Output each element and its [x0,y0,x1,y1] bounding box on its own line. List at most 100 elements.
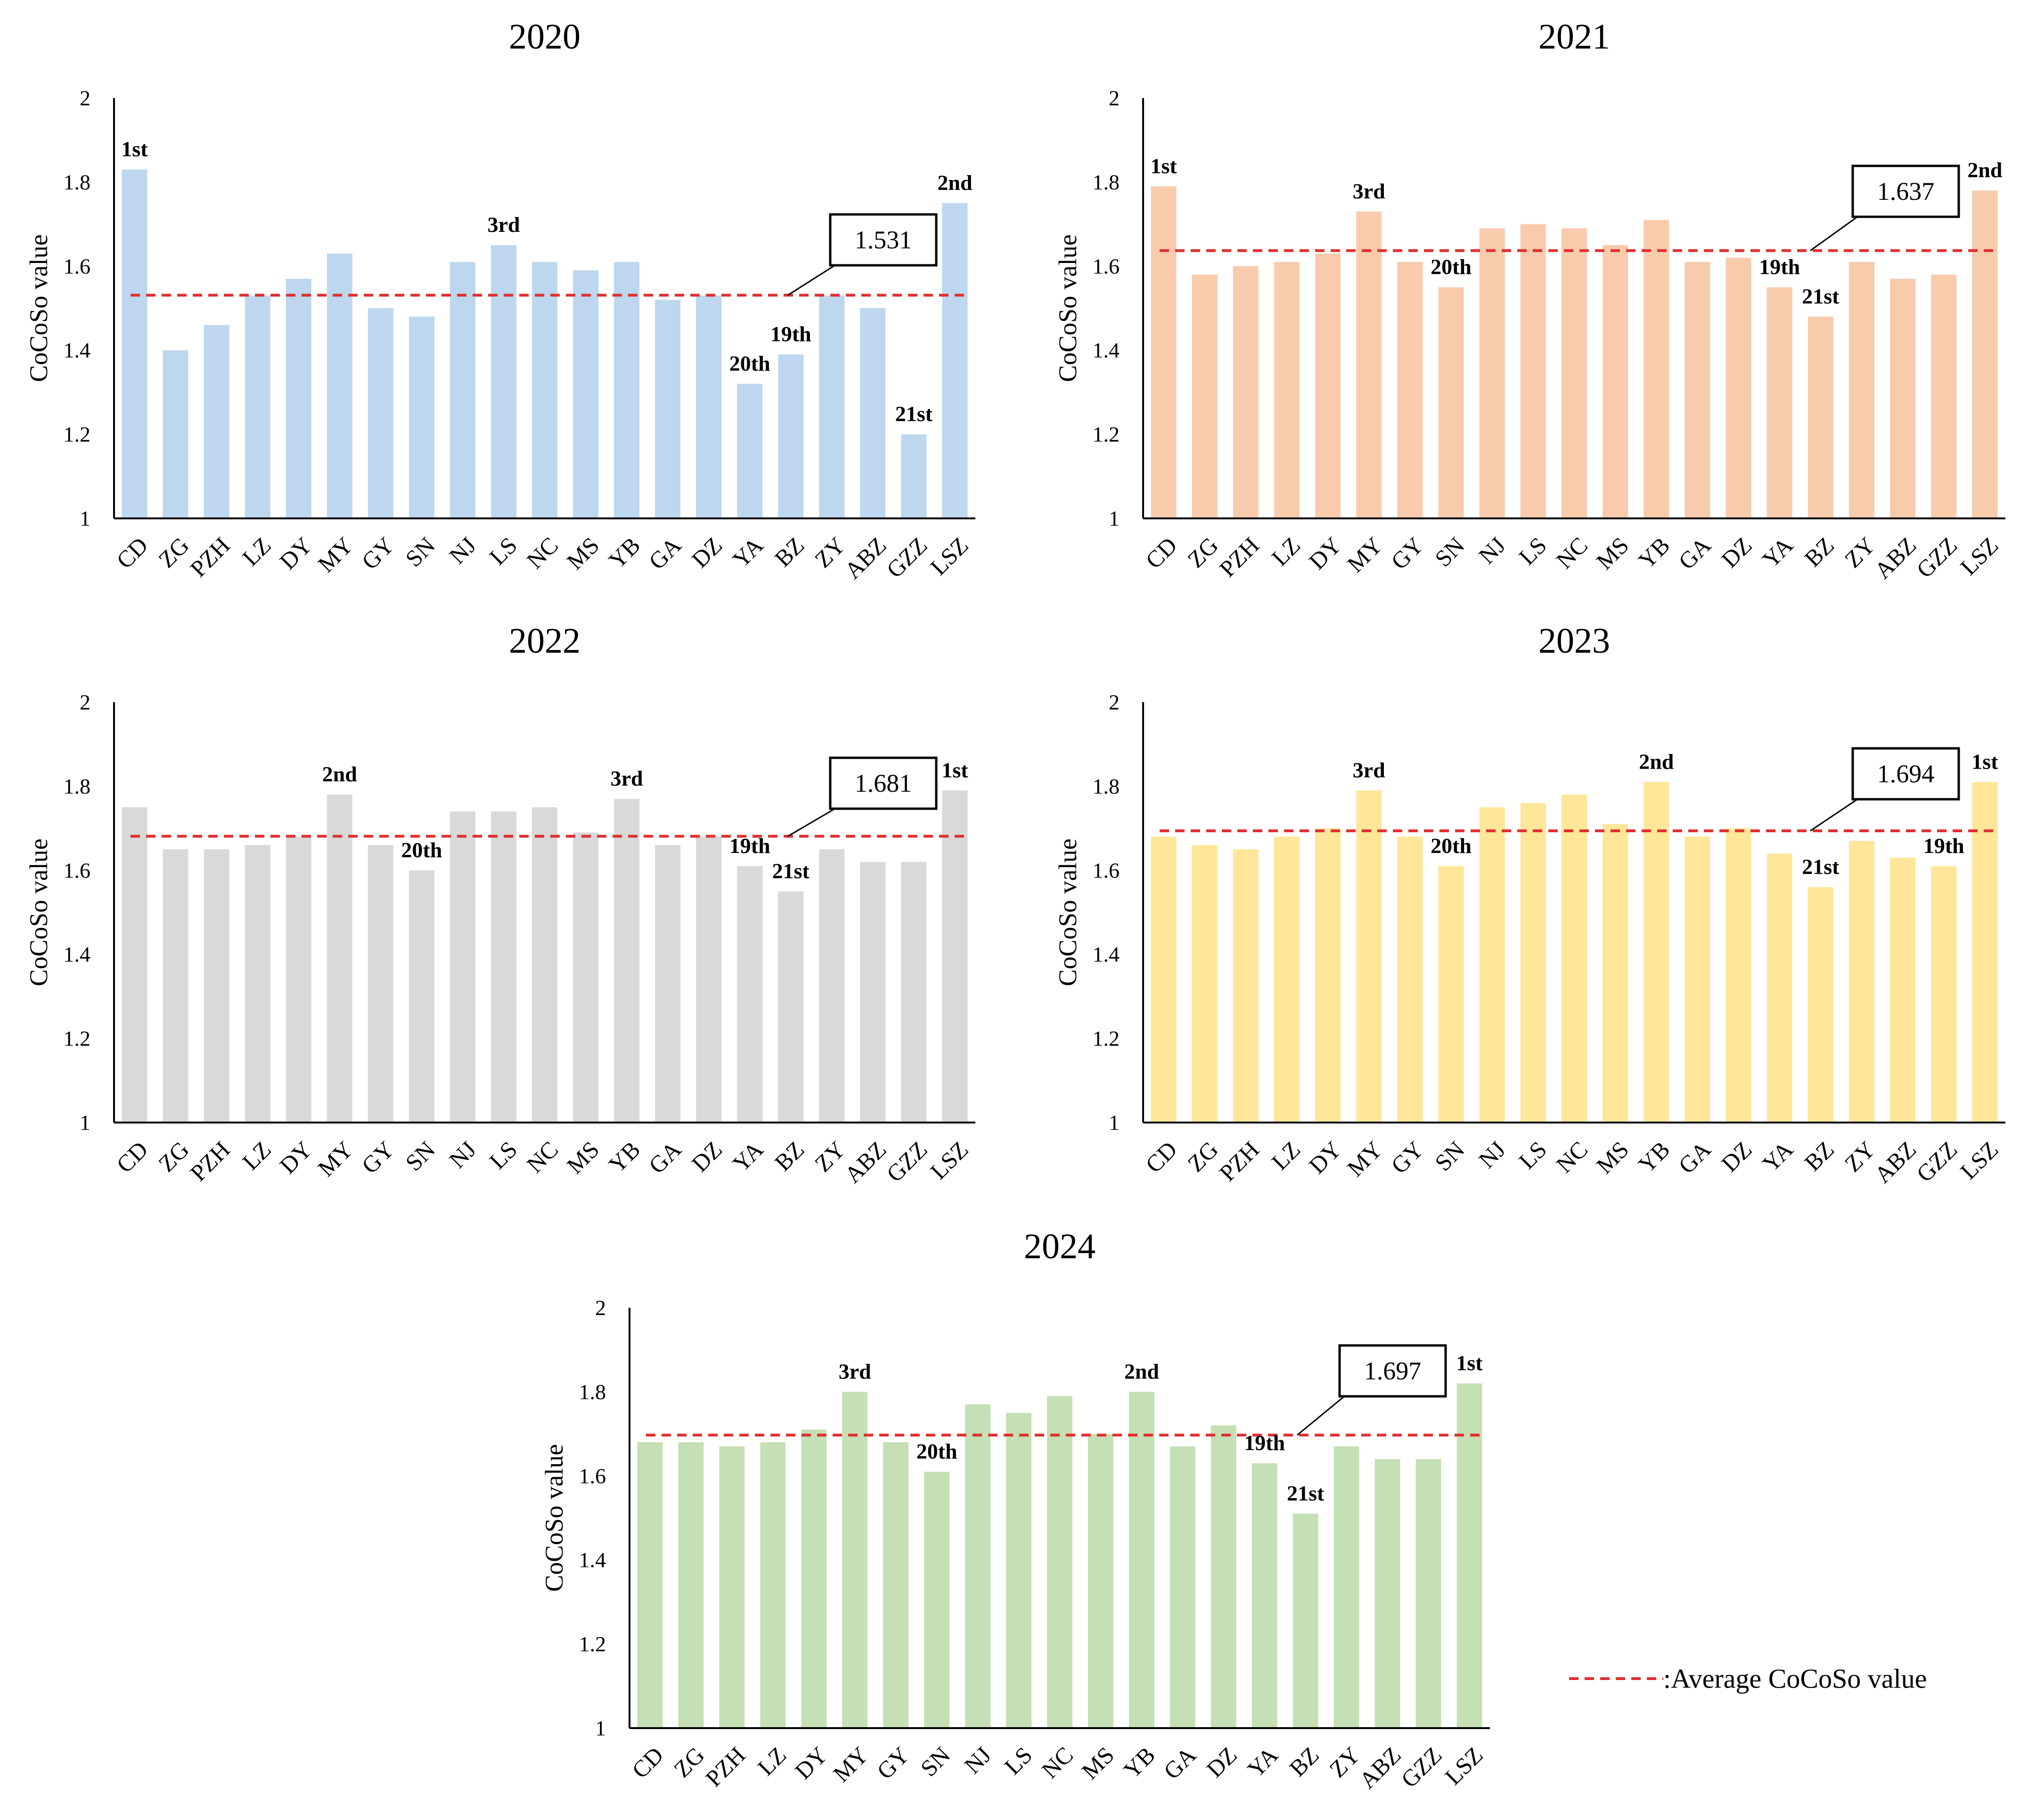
bar-ZG [1192,845,1218,1123]
bar-PZH [1233,849,1259,1123]
bar-ZY [819,849,845,1123]
y-tick-label: 1.8 [1093,170,1120,194]
rank-label-2nd: 2nd [322,762,358,786]
bar-CD [1151,186,1177,518]
bar-ABZ [1890,279,1916,518]
x-tick-label: NC [1551,1136,1593,1178]
bar-NJ [1479,807,1505,1123]
x-tick-label: NC [1551,532,1593,574]
bar-ZG [678,1442,704,1728]
bar-SN [409,316,434,518]
rank-label-2nd: 2nd [1639,749,1674,773]
bar-NC [1047,1396,1072,1728]
x-tick-label: MS [1591,532,1634,575]
x-tick-label: LSZ [1439,1742,1488,1790]
bar-ABZ [860,861,886,1123]
bar-YA [1766,853,1792,1123]
x-tick-label: YB [1633,532,1675,574]
average-callout-pointer [787,264,835,296]
x-tick-label: NC [522,1136,564,1178]
x-tick-label: YA [728,1136,769,1177]
x-tick-label: GY [872,1742,915,1785]
rank-label-19th: 19th [770,322,811,346]
bar-LZ [245,295,270,518]
bar-LSZ [942,790,968,1123]
bar-MS [1603,824,1628,1123]
bar-YA [737,866,763,1123]
x-tick-label: SN [1430,532,1470,572]
x-tick-label: GA [1158,1742,1201,1785]
rank-label-21st: 21st [1802,854,1840,878]
x-tick-label: YA [728,532,769,573]
x-tick-label: NJ [1473,1136,1511,1173]
bar-GY [1397,836,1423,1123]
y-axis-label: CoCoSo value [25,234,53,382]
x-tick-label: PZH [185,1136,235,1186]
y-axis-label: CoCoSo value [540,1444,568,1592]
bar-BZ [778,891,804,1123]
bar-DY [286,836,311,1123]
average-value-label: 1.637 [1877,177,1935,205]
rank-label-3rd: 3rd [1353,758,1385,782]
bar-PZH [719,1446,745,1728]
bar-GZZ [1415,1459,1441,1728]
rank-label-20th: 20th [401,838,442,862]
bar-MY [1356,211,1382,519]
x-tick-label: YA [1242,1742,1283,1783]
bar-PZH [204,325,229,518]
x-tick-label: MY [828,1742,874,1787]
x-tick-label: CD [111,532,153,574]
bar-GA [1685,836,1710,1123]
average-value-label: 1.697 [1364,1357,1422,1385]
bar-LS [491,811,516,1123]
bar-NJ [1479,228,1505,518]
x-tick-label: DZ [687,532,728,573]
x-tick-label: YB [1118,1742,1160,1784]
x-tick-label: LSZ [1955,1136,2003,1184]
x-tick-label: DZ [1201,1742,1242,1783]
x-tick-label: LS [1513,1136,1552,1174]
bar-GA [655,845,681,1123]
bar-SN [409,870,434,1123]
bar-NJ [450,262,475,518]
rank-label-1st: 1st [1971,749,1998,773]
bar-GZZ [1931,866,1957,1123]
y-tick-label: 1.8 [579,1380,606,1404]
bar-DY [286,279,311,518]
rank-label-3rd: 3rd [611,766,643,790]
rank-label-21st: 21st [895,402,933,426]
y-tick-label: 1.4 [1093,338,1120,362]
bar-GZZ [1931,274,1957,518]
y-tick-label: 1.6 [1093,254,1120,278]
x-tick-label: LZ [1266,532,1305,571]
y-tick-label: 1.2 [64,1026,91,1050]
average-callout-box [829,756,938,810]
x-tick-label: BZ [1799,532,1839,572]
bar-LZ [1274,262,1300,518]
x-tick-label: NJ [444,532,481,569]
x-tick-label: MY [1342,1136,1388,1182]
rank-label-19th: 19th [1244,1431,1285,1455]
y-tick-label: 2 [1109,690,1120,714]
x-tick-label: YB [1633,1136,1675,1178]
rank-label-1st: 1st [121,137,148,161]
bar-ZY [1848,841,1875,1123]
rank-label-21st: 21st [1287,1481,1325,1505]
x-tick-label: ABZ [839,532,891,584]
x-tick-label: LZ [237,532,276,571]
rank-label-1st: 1st [941,758,968,782]
bar-YB [614,799,640,1123]
rank-label-2nd: 2nd [1967,158,2003,182]
y-axis-label: CoCoSo value [1054,234,1082,382]
bar-NC [1561,228,1587,518]
bar-NJ [965,1404,991,1728]
bar-LSZ [1456,1383,1482,1728]
bar-DZ [1725,828,1751,1123]
x-tick-label: GZZ [881,532,932,583]
rank-label-21st: 21st [772,859,810,883]
bar-MS [1603,245,1628,518]
bar-NC [532,262,557,518]
